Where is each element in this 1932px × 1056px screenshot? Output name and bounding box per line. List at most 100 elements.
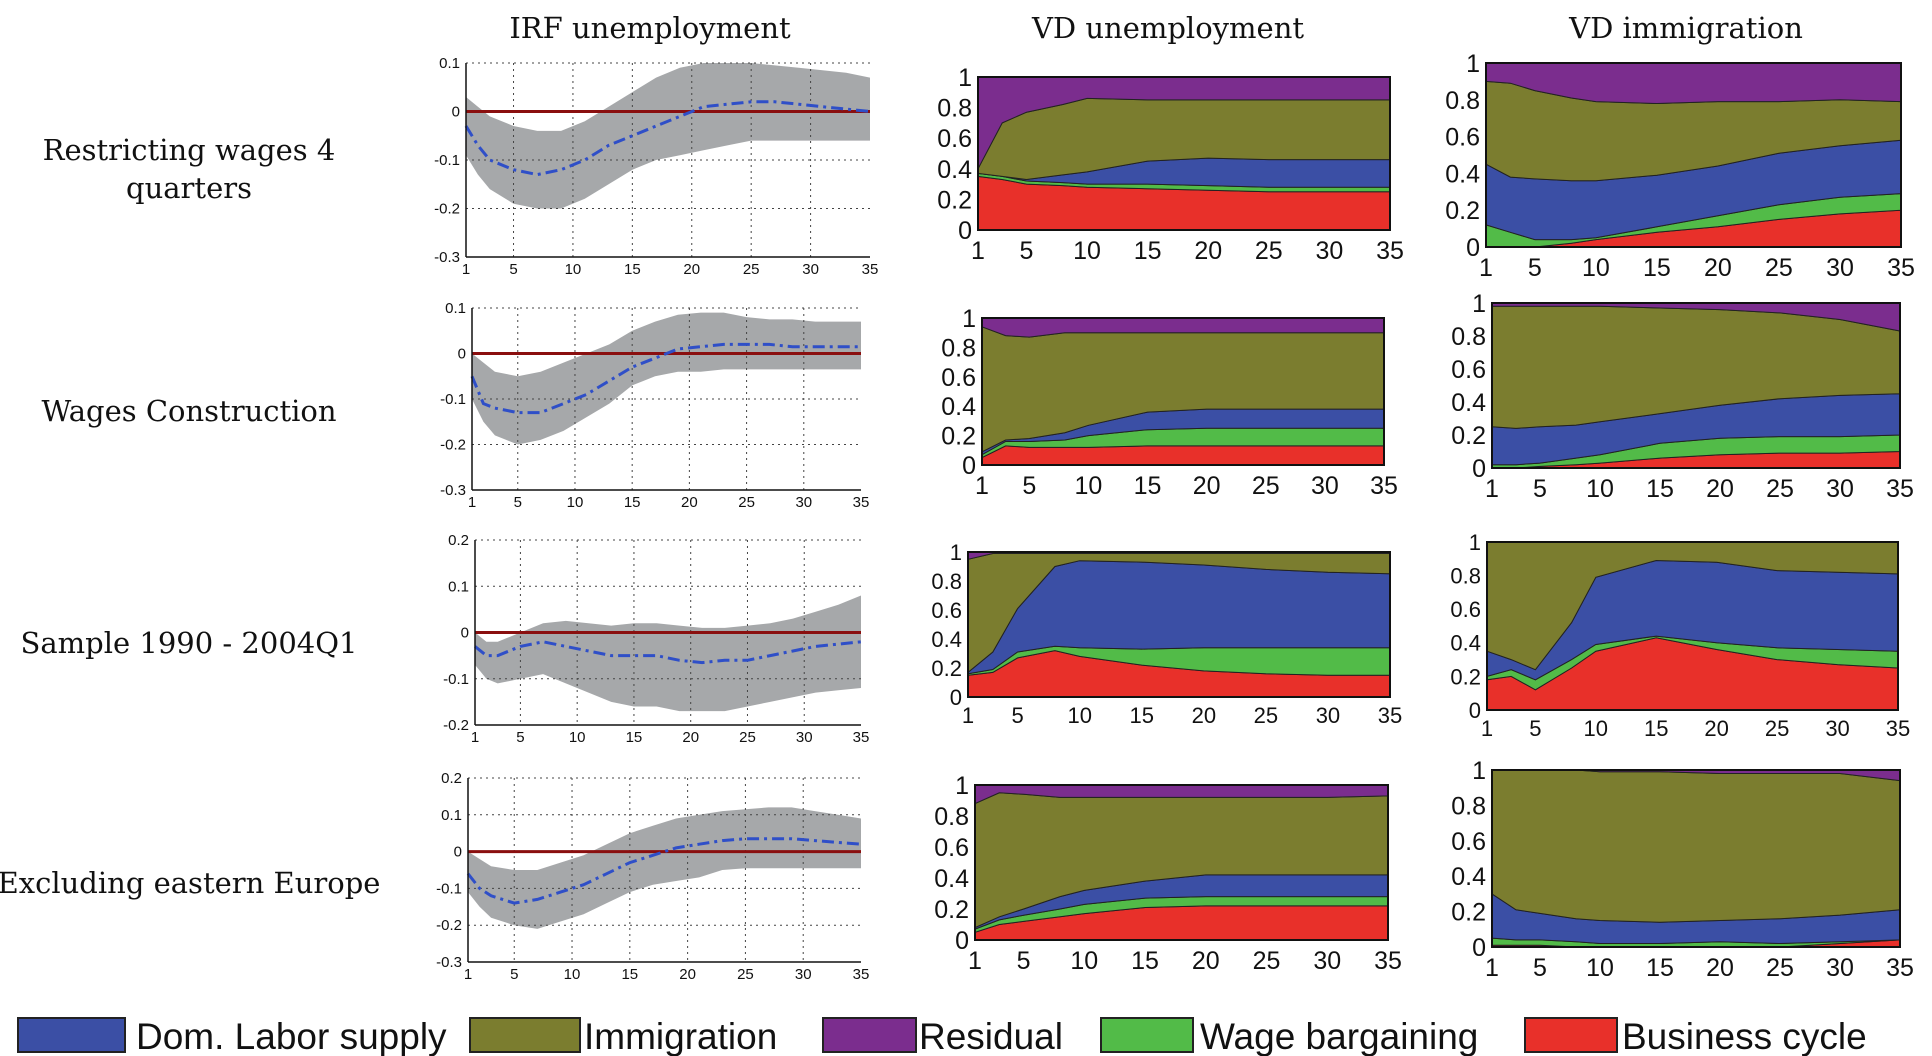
y-tick-label: 0.6 [941,364,976,392]
y-tick-label: 1 [958,64,972,92]
plot-frame [1486,541,1899,711]
legend-label-business-cycle: Business cycle [1622,1016,1867,1056]
x-tick-label: 35 [1886,475,1914,503]
y-tick-label: -0.2 [436,917,462,934]
x-tick-label: 25 [1765,254,1793,282]
y-tick-label: 0 [1466,234,1480,262]
x-tick-label: 30 [796,729,813,746]
y-tick-label: 0.8 [1451,323,1486,351]
y-tick-label: 0 [1472,455,1486,483]
y-tick-label: 0.2 [1450,664,1481,689]
x-tick-label: 35 [1886,954,1914,982]
x-tick-label: 30 [1825,716,1849,741]
y-tick-label: 0.2 [931,656,962,681]
x-tick-label: 1 [464,966,472,983]
x-tick-label: 25 [1255,237,1283,265]
legend-swatch-wage-bargaining [1100,1017,1194,1053]
y-tick-label: 1 [1472,290,1486,318]
y-tick-label: -0.2 [443,717,469,734]
column-title-irf: IRF unemployment [509,11,791,45]
x-tick-label: 20 [683,261,700,278]
legend-label-immigration: Immigration [584,1016,777,1056]
row-label-restricting-wages-line1: Restricting wages 4 [43,133,336,167]
x-tick-label: 1 [462,261,470,278]
x-tick-label: 10 [1073,237,1101,265]
x-tick-label: 30 [1826,475,1854,503]
x-tick-label: 35 [1376,237,1404,265]
x-tick-label: 10 [569,729,586,746]
y-tick-label: 0 [950,685,962,710]
y-tick-label: 0.6 [937,125,972,153]
y-tick-label: 0.6 [1451,356,1486,384]
y-tick-label: -0.3 [436,954,462,971]
x-tick-label: 20 [1706,954,1734,982]
y-tick-label: -0.3 [440,482,466,499]
plot-frame [974,784,1389,941]
y-tick-label: 0.6 [1445,124,1480,152]
median-response-line [466,837,862,905]
y-tick-label: 0.2 [1451,422,1486,450]
legend-swatch-business-cycle [1524,1017,1618,1053]
y-tick-label: 0 [458,346,466,363]
y-tick-label: 1 [1472,757,1486,785]
x-tick-label: 10 [1584,716,1608,741]
x-tick-label: 25 [738,494,755,511]
y-tick-label: 0.6 [1451,828,1486,856]
plot-frame [967,551,1391,698]
x-tick-label: 10 [564,966,581,983]
x-tick-label: 30 [1826,954,1854,982]
y-tick-label: 0.2 [941,423,976,451]
row-label-restricting-wages-line2: quarters [126,171,252,205]
x-tick-label: 5 [1020,237,1034,265]
panel-restricting-wages-4-quarters-irf-unemployment: 1 5 10 15 20 25 30 350.10-0.1-0.2-0.3 [434,55,878,278]
x-tick-label: 15 [1130,703,1154,728]
y-tick-label: -0.1 [436,880,462,897]
x-tick-label: 20 [1192,947,1220,975]
x-tick-label: 1 [468,494,476,511]
y-tick-label: 0.8 [934,803,969,831]
x-tick-label: 10 [1075,472,1103,500]
y-tick-label: 0.6 [931,598,962,623]
x-tick-label: 15 [1646,954,1674,982]
x-tick-label: 25 [1766,954,1794,982]
y-tick-label: 0.4 [934,865,969,893]
legend-label-dom-labor-supply: Dom. Labor supply [136,1016,447,1056]
x-tick-label: 1 [968,947,982,975]
y-tick-label: 0.1 [439,55,460,72]
median-response-line [464,100,871,177]
legend-swatch-residual [822,1017,917,1053]
plot-frame [1491,769,1901,948]
confidence-band [468,807,861,929]
plot-frame [981,317,1385,466]
y-tick-label: -0.2 [434,201,460,218]
legend-swatch-dom-labor-supply [17,1017,126,1053]
x-tick-label: 5 [516,729,524,746]
x-tick-label: 15 [624,261,641,278]
y-tick-label: 0 [955,927,969,955]
y-tick-label: 0.4 [937,156,972,184]
x-tick-label: 20 [1704,716,1728,741]
x-tick-label: 35 [1887,254,1915,282]
x-tick-label: 20 [681,494,698,511]
x-tick-label: 15 [1134,237,1162,265]
median-response-line [470,342,861,415]
y-tick-label: 0.1 [441,807,462,824]
x-tick-label: 1 [962,703,974,728]
y-tick-label: 0.8 [1445,87,1480,115]
x-tick-label: 20 [682,729,699,746]
x-tick-label: 20 [1194,237,1222,265]
x-tick-label: 5 [1528,254,1542,282]
x-tick-label: 35 [853,729,870,746]
x-tick-label: 15 [1643,254,1671,282]
y-tick-label: -0.3 [434,249,460,266]
x-tick-label: 10 [565,261,582,278]
x-tick-label: 25 [1254,703,1278,728]
x-tick-label: 20 [1192,703,1216,728]
legend: Dom. Labor supply Immigration Residual W… [17,1016,1867,1056]
x-tick-label: 1 [1479,254,1493,282]
x-tick-label: 1 [1485,475,1499,503]
x-tick-label: 30 [795,494,812,511]
